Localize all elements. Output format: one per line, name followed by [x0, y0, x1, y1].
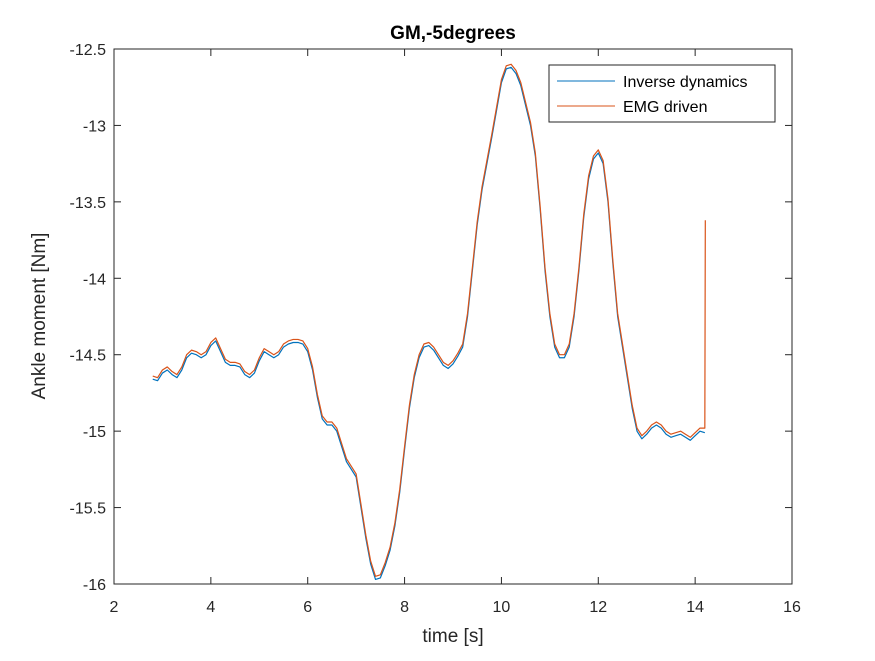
series-line-emg-driven: [152, 63, 706, 577]
plot-area: [114, 49, 792, 584]
x-tick-label: 16: [783, 599, 801, 616]
chart-title: GM,-5degrees: [390, 23, 516, 44]
y-tick-label: -16: [83, 577, 106, 594]
y-tick-label: -15: [83, 424, 106, 441]
x-tick-label: 4: [206, 599, 215, 616]
x-axis-label: time [s]: [422, 626, 483, 647]
legend: Inverse dynamics EMG driven: [548, 64, 776, 123]
legend-label-inverse-dynamics: Inverse dynamics: [623, 74, 748, 91]
x-tick-label: 12: [589, 599, 607, 616]
y-tick-label: -13.5: [70, 195, 107, 212]
legend-box: [548, 64, 776, 123]
x-tick-label: 8: [400, 599, 409, 616]
y-axis-label: Ankle moment [Nm]: [29, 233, 50, 400]
y-tick-label: -14.5: [70, 348, 107, 365]
x-tick-label: 10: [493, 599, 511, 616]
x-tick-label: 2: [110, 599, 119, 616]
x-tick-label: 6: [303, 599, 312, 616]
y-tick-label: -13: [83, 118, 106, 135]
tick-layer: 2 4 6 8 10 12 14 16 -16 -15.5 -15 -14.5 -14 -13.5 -13 -…: [70, 42, 801, 616]
x-tick-label: 14: [686, 599, 704, 616]
y-tick-label: -15.5: [70, 501, 107, 518]
legend-label-emg-driven: EMG driven: [623, 99, 707, 116]
y-tick-label: -12.5: [70, 42, 107, 59]
y-tick-label: -14: [83, 271, 106, 288]
axes-box: [113, 48, 793, 585]
series-layer: [152, 63, 706, 581]
